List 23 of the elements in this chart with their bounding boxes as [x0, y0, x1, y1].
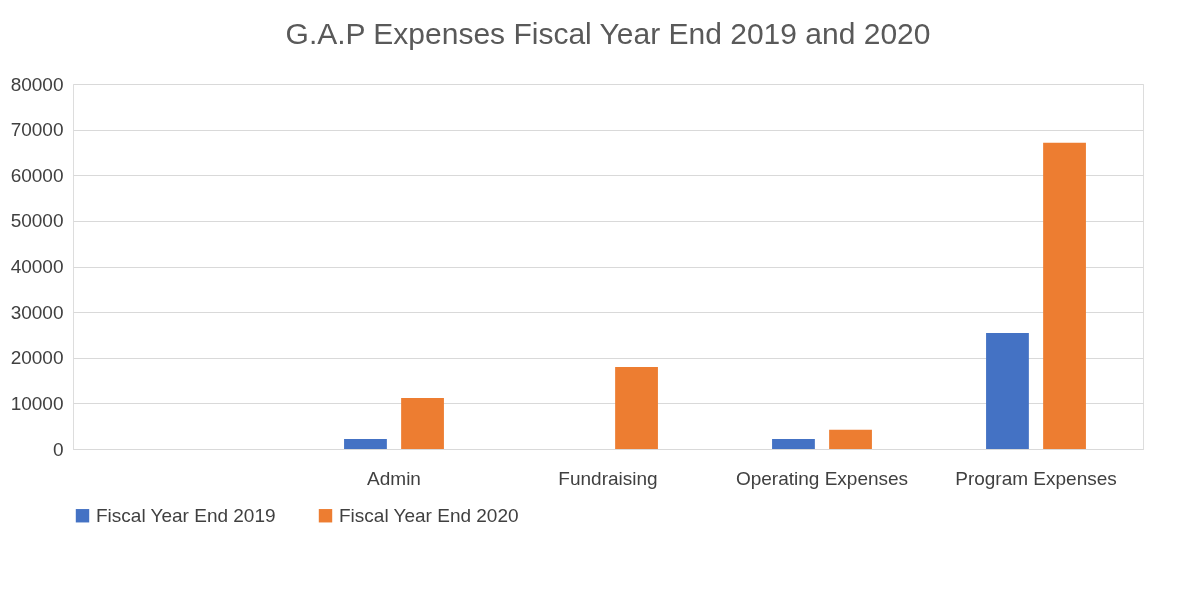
x-tick-label: Fundraising: [558, 467, 658, 489]
y-tick-label: 60000: [10, 164, 64, 186]
y-tick-label: 0: [52, 438, 64, 460]
bar: [772, 438, 815, 449]
y-tick-label: 80000: [10, 73, 64, 95]
y-tick-label: 70000: [10, 119, 64, 141]
bar: [986, 333, 1029, 449]
bar: [615, 366, 658, 449]
bar: [344, 438, 387, 449]
y-tick-label: 50000: [10, 210, 64, 232]
y-tick-label: 10000: [10, 392, 64, 414]
bar: [1043, 142, 1086, 449]
bar: [401, 397, 444, 449]
y-tick-label: 40000: [10, 256, 64, 277]
bar: [829, 429, 872, 449]
legend-label: Fiscal Year End 2020: [339, 504, 519, 526]
chart-title: G.A.P Expenses Fiscal Year End 2019 and 2020: [285, 17, 931, 50]
x-tick-label: Admin: [367, 467, 421, 489]
x-tick-label: Program Expenses: [955, 467, 1117, 489]
y-tick-label: 30000: [10, 301, 64, 323]
y-tick-label: 20000: [10, 347, 64, 369]
legend-label: Fiscal Year End 2019: [96, 504, 276, 526]
x-tick-label: Operating Expenses: [735, 467, 909, 489]
